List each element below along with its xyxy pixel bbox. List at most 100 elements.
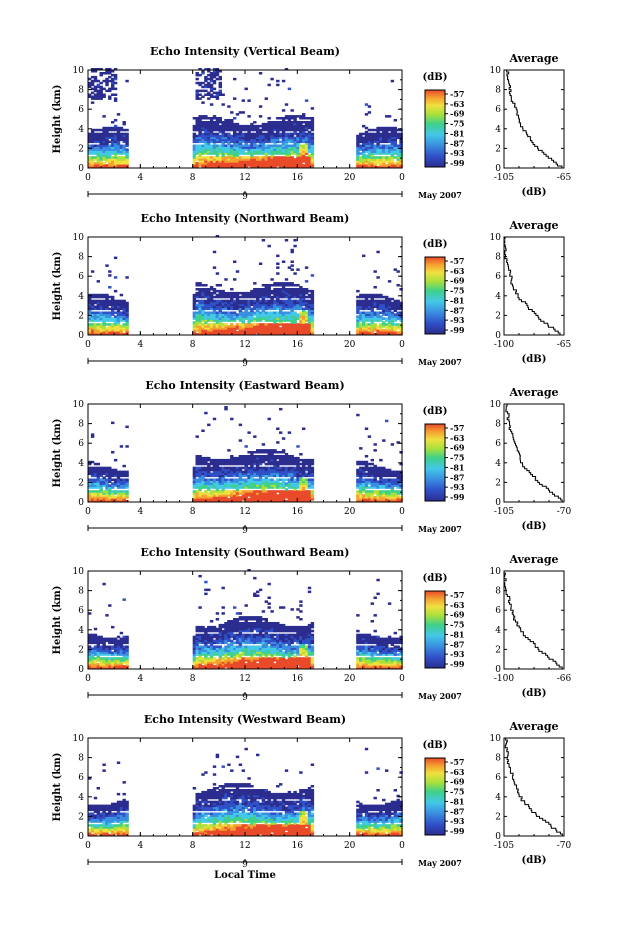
heatmap-cell xyxy=(99,480,103,483)
heatmap-cell xyxy=(373,305,377,309)
heatmap-cell xyxy=(224,480,228,483)
heatmap-cell xyxy=(359,136,363,140)
heatmap-cell xyxy=(212,156,217,159)
heatmap-cell xyxy=(247,480,251,483)
heatmap-cell xyxy=(244,124,248,128)
heatmap-cell xyxy=(299,498,303,501)
heatmap-cell xyxy=(108,313,112,316)
heatmap-cell xyxy=(359,301,363,305)
heatmap-cell xyxy=(258,303,263,307)
heatmap-cell xyxy=(302,472,306,476)
heatmap-cell xyxy=(238,144,243,147)
heatmap-cell xyxy=(198,482,202,485)
heatmap-cell xyxy=(233,458,237,462)
heatmap-cell xyxy=(279,156,283,159)
heatmap-cell xyxy=(241,325,245,328)
heatmap-cell xyxy=(293,158,297,161)
x-tick-label: 4 xyxy=(137,507,143,517)
heatmap-cell xyxy=(281,437,286,440)
heatmap-cell xyxy=(224,474,228,478)
heatmap-cell xyxy=(304,325,309,328)
heatmap-cell xyxy=(299,494,303,497)
heatmap-cell xyxy=(212,323,217,326)
heatmap-cell xyxy=(290,482,294,485)
heatmap-cell xyxy=(201,158,205,161)
heatmap-cell xyxy=(195,313,199,316)
heatmap-cell xyxy=(362,486,366,489)
heatmap-cell xyxy=(93,299,98,303)
heatmap-cell xyxy=(96,496,100,499)
heatmap-cell xyxy=(307,486,312,489)
heatmap-cell xyxy=(119,148,124,151)
heatmap-cell xyxy=(224,158,228,161)
heatmap-cell xyxy=(290,466,294,470)
heatmap-cell xyxy=(390,140,395,144)
heatmap-cell xyxy=(241,474,245,478)
heatmap-cell xyxy=(261,466,266,470)
heatmap-cell xyxy=(244,315,248,318)
heatmap-cell xyxy=(215,462,220,466)
heatmap-cell xyxy=(370,486,374,489)
heatmap-cell xyxy=(93,301,98,305)
heatmap-cell xyxy=(270,307,274,311)
heatmap-cell xyxy=(304,291,309,295)
heatmap-cell xyxy=(218,329,222,332)
heatmap-cell xyxy=(198,484,202,487)
heatmap-cell xyxy=(302,458,306,462)
heatmap-cell xyxy=(290,492,294,495)
heatmap-cell xyxy=(212,325,217,328)
heatmap-cell xyxy=(296,124,300,128)
heatmap-cell xyxy=(376,490,380,493)
heatmap-cell xyxy=(209,166,214,169)
heatmap-cell xyxy=(192,480,197,483)
heatmap-cell xyxy=(99,468,103,472)
heatmap-cell xyxy=(224,327,228,330)
heatmap-cell xyxy=(102,87,106,91)
heatmap-cell xyxy=(287,284,292,287)
heatmap-cell xyxy=(376,152,380,155)
heatmap-cell xyxy=(304,496,309,499)
heatmap-cell xyxy=(296,462,300,466)
heatmap-cell xyxy=(370,480,374,483)
heatmap-cell xyxy=(247,295,251,299)
heatmap-cell xyxy=(367,482,372,485)
heatmap-cell xyxy=(88,466,92,470)
heatmap-cell xyxy=(270,319,274,322)
heatmap-cell xyxy=(264,148,268,151)
heatmap-cell xyxy=(270,156,274,159)
heatmap-cell xyxy=(102,134,106,138)
heatmap-cell xyxy=(221,140,225,144)
heatmap-cell xyxy=(356,307,360,311)
heatmap-cell xyxy=(90,460,95,464)
heatmap-cell xyxy=(296,470,300,474)
heatmap-cell xyxy=(290,301,294,305)
heatmap-cell xyxy=(376,480,380,483)
heatmap-cell xyxy=(250,470,254,474)
heatmap-cell xyxy=(387,329,392,332)
heatmap-cell xyxy=(241,313,245,316)
heatmap-cell xyxy=(209,288,214,291)
heatmap-cell xyxy=(96,134,100,138)
heatmap-cell xyxy=(281,289,286,293)
heatmap-cell xyxy=(382,303,386,307)
heatmap-cell xyxy=(290,291,294,295)
heatmap-cell xyxy=(209,117,214,120)
heatmap-cell xyxy=(362,160,366,163)
heatmap-cell xyxy=(99,482,103,485)
heatmap-cell xyxy=(273,289,277,293)
heatmap-cell xyxy=(215,121,220,124)
heatmap-cell xyxy=(373,317,377,320)
heatmap-cell xyxy=(212,500,217,503)
heatmap-cell xyxy=(390,482,395,485)
heatmap-cell xyxy=(270,158,274,161)
heatmap-cell xyxy=(281,136,286,140)
heatmap-cell xyxy=(244,164,248,167)
heatmap-cell xyxy=(264,496,268,499)
heatmap-cell xyxy=(195,89,199,93)
heatmap-cell xyxy=(102,492,106,495)
heatmap-cell xyxy=(261,449,266,452)
heatmap-cell xyxy=(387,470,392,474)
heatmap-cell xyxy=(376,474,380,478)
heatmap-cell xyxy=(367,111,372,114)
heatmap-cell xyxy=(218,319,222,322)
